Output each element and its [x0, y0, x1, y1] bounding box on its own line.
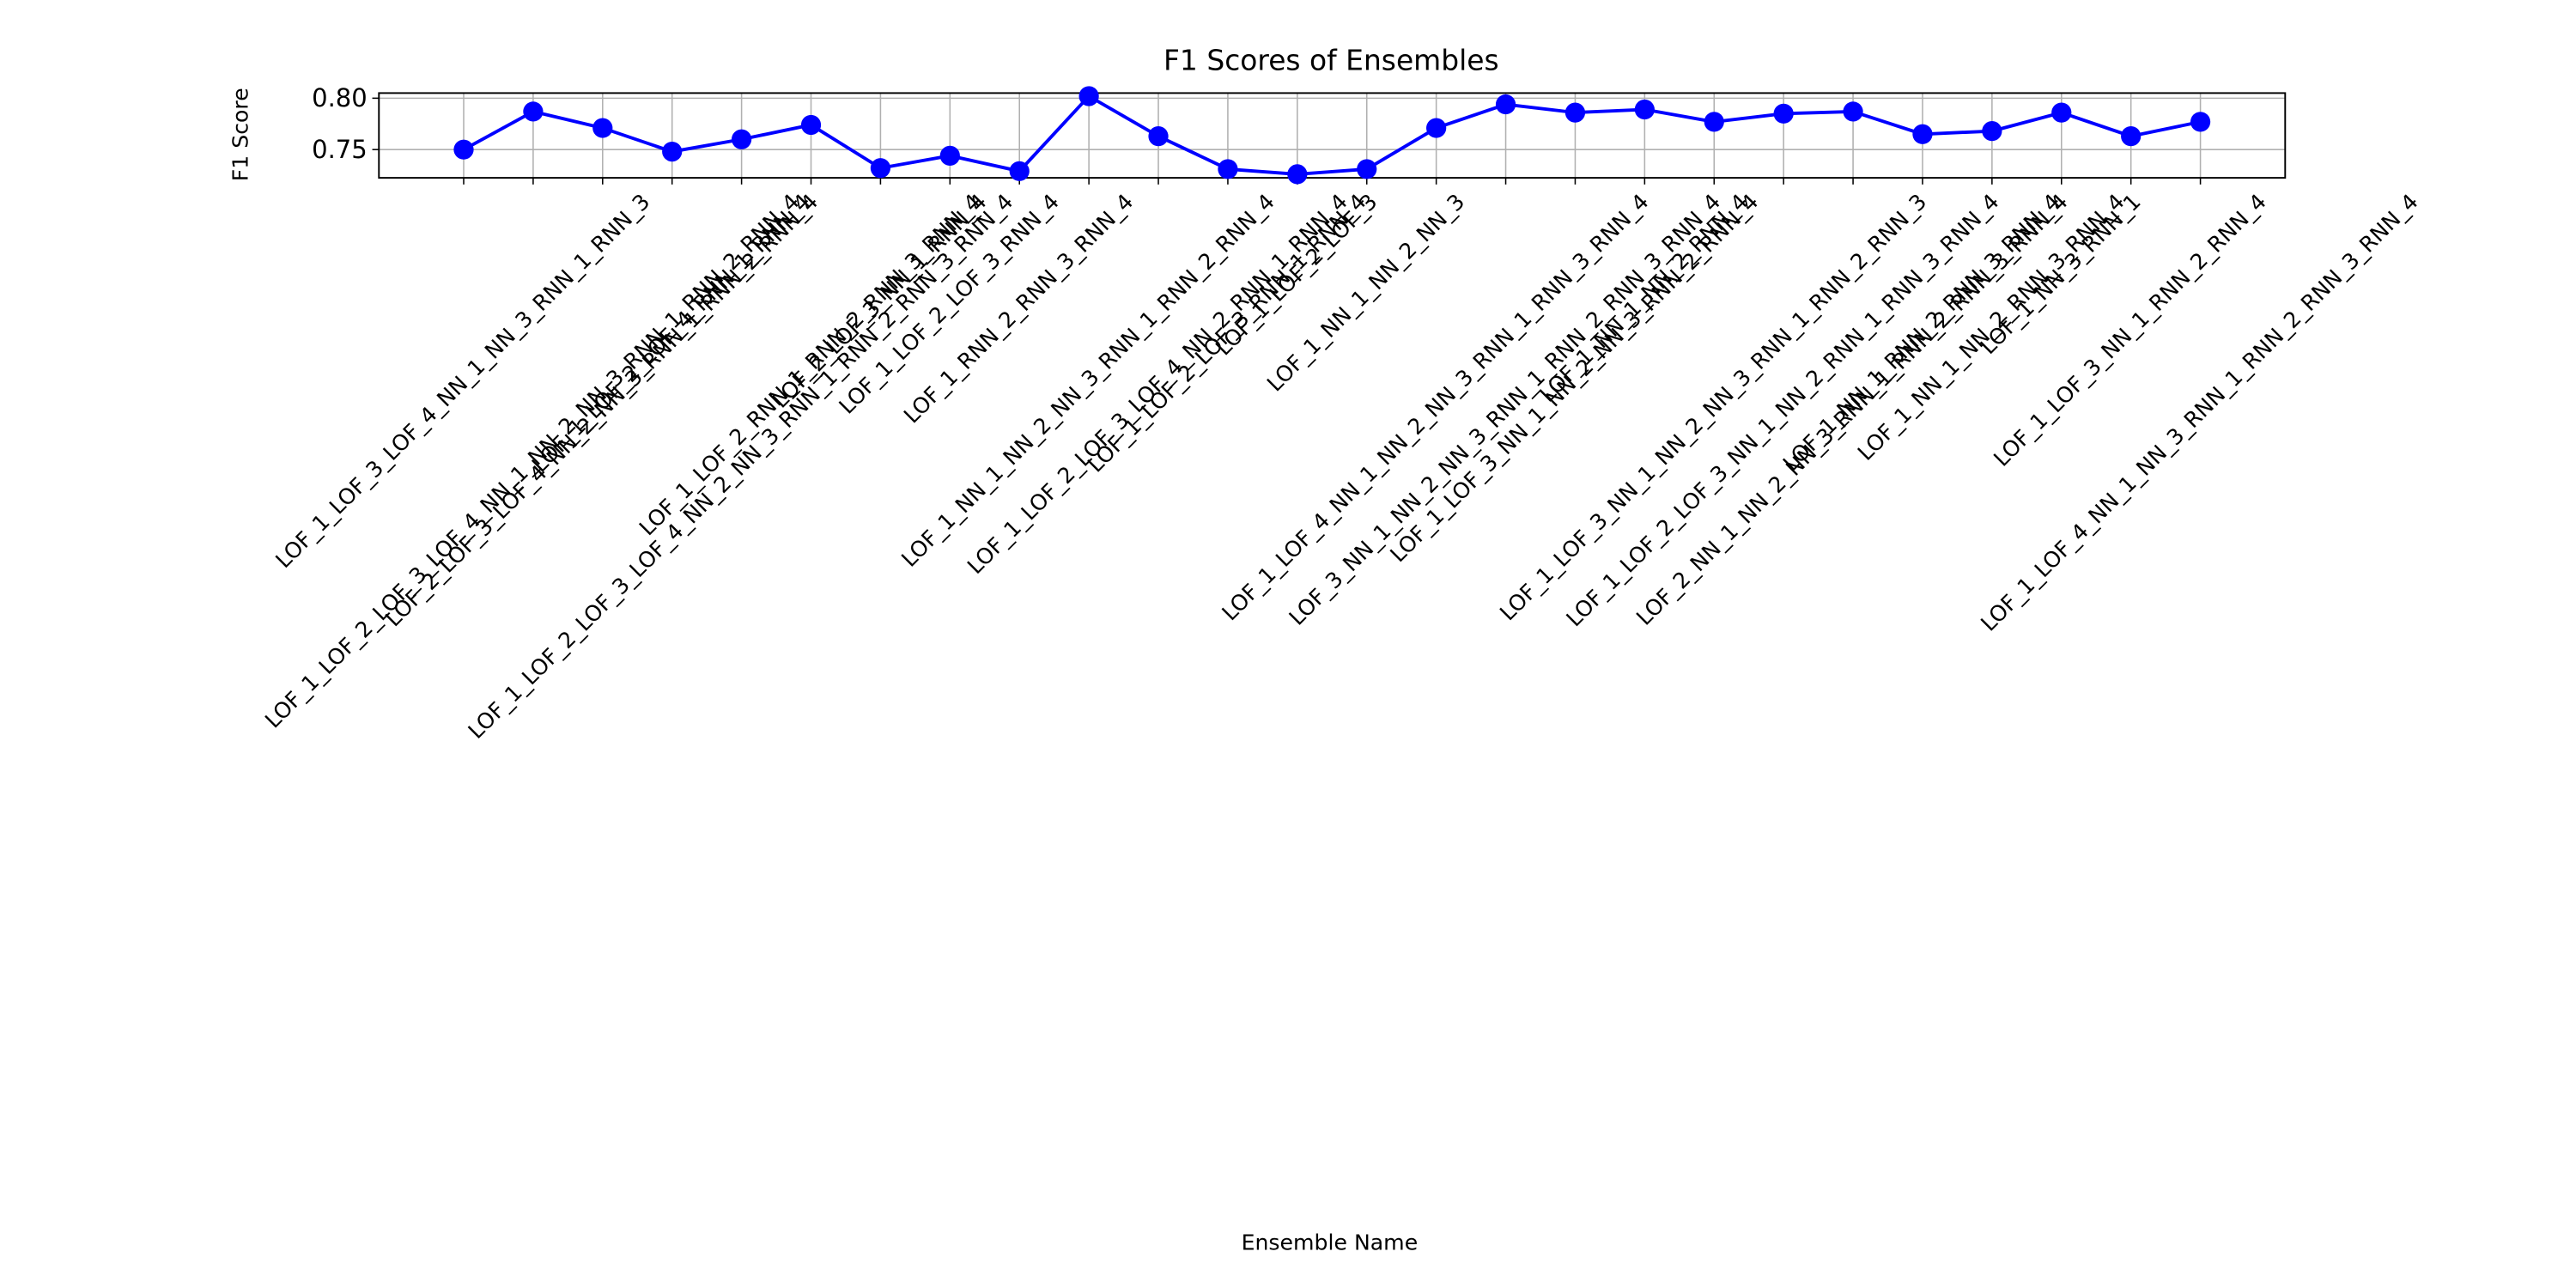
- data-point: [1287, 164, 1308, 185]
- data-line: [463, 94, 2201, 176]
- data-point: [1634, 99, 1655, 120]
- x-tick-label: LOF_3_NN_1_NN_2_NN_3_RNN_1_RNN_2_RNN_3_R…: [1285, 189, 1726, 630]
- data-point: [1495, 94, 1516, 115]
- data-point: [523, 101, 544, 122]
- data-point: [1982, 121, 2002, 142]
- x-tick-label: LOF_1_NN_1_NN_2_RNN_4: [1534, 189, 1753, 407]
- data-point: [1009, 161, 1030, 181]
- data-point: [2190, 112, 2211, 132]
- data-point: [732, 129, 752, 149]
- x-tick-label: LOF_1_LOF_2_LOF_3_NN_1_NN_2_RNN_1_RNN_3_…: [1562, 189, 2004, 631]
- data-point: [1704, 112, 1724, 132]
- data-point: [1773, 103, 1794, 124]
- data-point: [662, 141, 683, 162]
- data-point: [2121, 126, 2142, 147]
- y-tick-label: 0.75: [312, 135, 368, 164]
- data-point: [1564, 102, 1586, 123]
- data-point: [800, 114, 822, 136]
- data-point: [1078, 86, 1099, 106]
- data-point: [1148, 126, 1169, 147]
- x-axis-label: Ensemble Name: [1242, 1230, 1419, 1255]
- y-tick-label: 0.80: [312, 83, 368, 112]
- plot-frame: [378, 92, 2287, 179]
- data-point: [1357, 159, 1377, 179]
- data-point: [2051, 102, 2072, 123]
- data-point: [870, 158, 891, 179]
- data-point: [453, 139, 474, 160]
- data-point: [1426, 118, 1447, 138]
- data-point: [592, 118, 613, 138]
- data-point: [1843, 101, 1863, 122]
- data-point: [1218, 159, 1238, 179]
- y-axis-label: F1 Score: [228, 88, 252, 181]
- data-point: [939, 145, 960, 166]
- data-point: [1912, 124, 1933, 144]
- chart-title: F1 Scores of Ensembles: [1163, 43, 1499, 76]
